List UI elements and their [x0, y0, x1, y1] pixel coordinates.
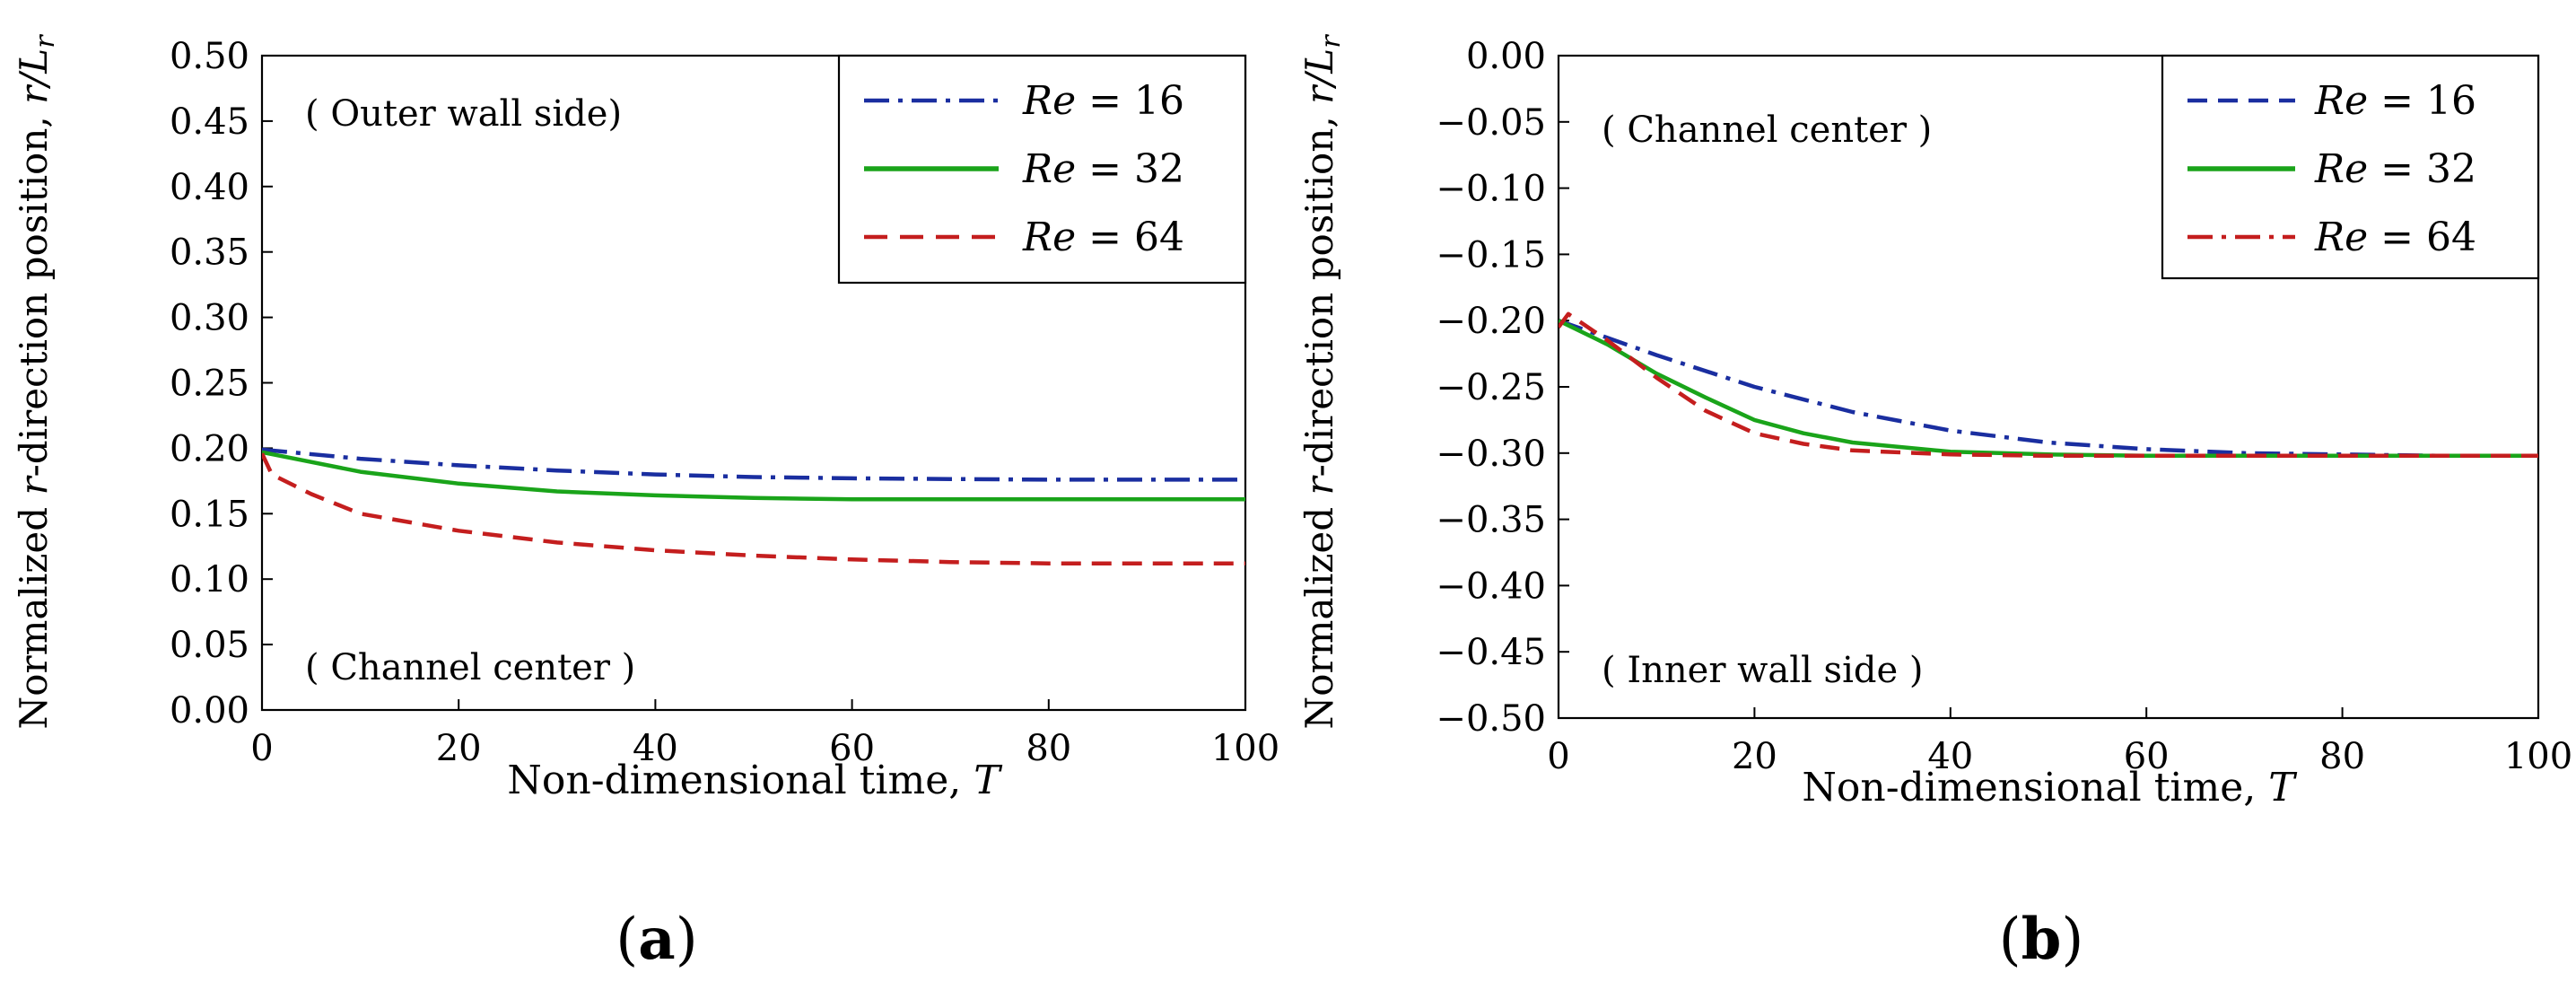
x-tick-label: 20: [436, 728, 482, 769]
series-line-re32: [262, 450, 1245, 502]
legend-label: Re = 32: [1022, 146, 1184, 192]
y-tick-label: 0.45: [170, 101, 249, 143]
annotation-bottom: ( Inner wall side ): [1602, 650, 1923, 691]
legend-label: Re = 64: [1022, 215, 1184, 260]
x-tick-label: 60: [829, 728, 875, 769]
y-tick-label: 0.30: [170, 298, 249, 339]
y-tick-label: 0.15: [170, 494, 249, 535]
y-tick-label: −0.10: [1436, 169, 1546, 210]
legend-label: Re = 16: [1022, 78, 1184, 124]
x-tick-label: 60: [2124, 736, 2170, 777]
legend-label: Re = 32: [2314, 146, 2476, 192]
y-tick-label: 0.20: [170, 428, 249, 469]
x-axis-label: Non-dimensional time, T: [1802, 765, 2298, 811]
chart-panel-b: 0.00 −0.05 −0.10 −0.15 −0.20 −0.25 −0.30 −0.35 −…: [1297, 34, 2572, 973]
series-line-re64: [262, 452, 1245, 565]
x-tick-label: 100: [1211, 728, 1279, 769]
y-tick-label: 0.05: [170, 625, 249, 666]
x-tick-label: 80: [2319, 736, 2365, 777]
y-tick-label: −0.35: [1436, 500, 1546, 541]
y-tick-label: −0.30: [1436, 434, 1546, 475]
x-tick-label: 0: [250, 728, 273, 769]
y-tick-label: 0.00: [1466, 36, 1546, 77]
y-tick-label: −0.05: [1436, 102, 1546, 144]
y-tick-label: 0.35: [170, 232, 249, 274]
panel-label-b: (b): [1999, 906, 2084, 973]
x-tick-label: 20: [1732, 736, 1777, 777]
y-tick-label: 0.10: [170, 559, 249, 600]
y-tick-label: −0.50: [1436, 698, 1546, 740]
legend-label: Re = 16: [2314, 78, 2476, 124]
y-axis-label: Normalized r-direction position, r/Lr: [12, 34, 61, 730]
y-axis-label: Normalized r-direction position, r/Lr: [1297, 34, 1347, 730]
annotation-top: ( Channel center ): [1602, 110, 1932, 151]
y-tick-label: −0.40: [1436, 565, 1546, 607]
series-line-re32: [1559, 319, 2538, 459]
x-tick-label: 0: [1547, 736, 1569, 777]
x-axis-label: Non-dimensional time, T: [507, 758, 1003, 803]
y-tick-label: −0.45: [1436, 632, 1546, 673]
y-tick-label: −0.15: [1436, 234, 1546, 276]
series-line-re16: [1559, 319, 2538, 459]
annotation-top: ( Outer wall side): [305, 93, 622, 135]
panel-label-a: (a): [616, 906, 697, 973]
x-tick-label: 40: [1927, 736, 1973, 777]
y-tick-label: −0.20: [1436, 301, 1546, 342]
y-tick-label: 0.00: [170, 690, 249, 732]
legend-label: Re = 64: [2314, 215, 2476, 260]
y-tick-label: 0.40: [170, 167, 249, 208]
x-tick-label: 80: [1026, 728, 1071, 769]
chart-panel-a: 0.00 0.05 0.10 0.15 0.20 0.25 0.30 0.35 0.40 0.45…: [12, 34, 1279, 973]
annotation-bottom: ( Channel center ): [305, 647, 635, 688]
x-tick-label: 40: [633, 728, 678, 769]
y-tick-label: −0.25: [1436, 367, 1546, 408]
y-tick-label: 0.25: [170, 364, 249, 405]
series-line-re16: [262, 447, 1245, 482]
y-tick-label: 0.50: [170, 36, 249, 77]
x-tick-label: 100: [2504, 736, 2572, 777]
series-line-re64: [1559, 311, 2538, 459]
